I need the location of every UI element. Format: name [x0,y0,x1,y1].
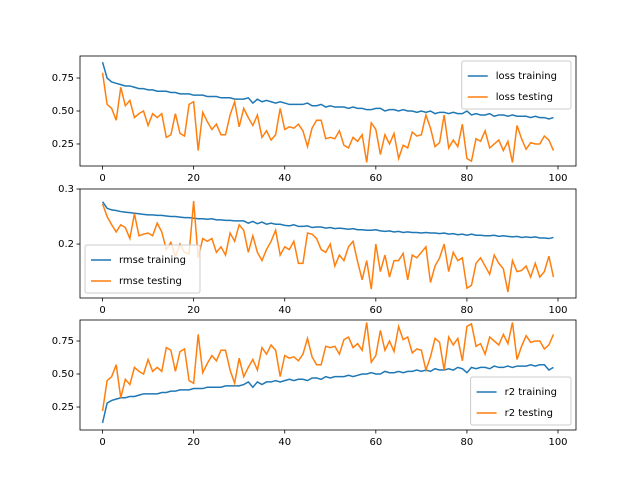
x-tick-label: 100 [548,173,567,184]
series-line [101,322,555,412]
legend-label: r2 testing [505,408,553,419]
series-line [101,201,554,240]
y-tick-label: 0.75 [52,73,74,84]
legend-label: loss training [496,71,557,82]
legend-label: r2 training [505,387,557,398]
x-tick-label: 40 [278,437,291,448]
legend-label: rmse training [119,255,186,266]
legend: r2 training r2 testing [470,376,572,426]
y-tick-label: 0.25 [52,139,74,150]
legend: loss training loss testing [461,60,572,110]
axes-frame [79,55,577,167]
x-tick-label: 60 [369,305,382,316]
x-tick-label: 40 [278,305,291,316]
x-tick-label: 0 [99,305,105,316]
x-tick-label: 80 [461,437,474,448]
x-tick-label: 100 [548,437,567,448]
y-tick-label: 0.25 [52,402,74,413]
legend-box [461,60,572,110]
legend-box [84,244,201,294]
y-tick-label: 0.3 [58,184,74,195]
y-tick-label: 0.50 [52,106,74,117]
x-tick-label: 80 [461,173,474,184]
x-tick-label: 60 [369,173,382,184]
legend-label: rmse testing [119,276,182,287]
x-tick-label: 20 [187,437,200,448]
x-tick-label: 100 [548,305,567,316]
series-line [101,363,554,424]
series-line [101,61,554,120]
y-tick-label: 0.50 [52,369,74,380]
x-tick-label: 60 [369,437,382,448]
axes-frame [79,188,577,299]
x-tick-label: 40 [278,173,291,184]
series-line [101,72,555,163]
legend: rmse training rmse testing [84,244,201,294]
y-tick-label: 0.2 [58,239,74,250]
x-tick-label: 20 [187,305,200,316]
x-tick-label: 80 [461,305,474,316]
x-tick-label: 20 [187,173,200,184]
legend-label: loss testing [496,92,553,103]
y-tick-label: 0.75 [52,336,74,347]
x-tick-label: 0 [99,173,105,184]
x-tick-label: 0 [99,437,105,448]
axes-frame [79,319,577,431]
